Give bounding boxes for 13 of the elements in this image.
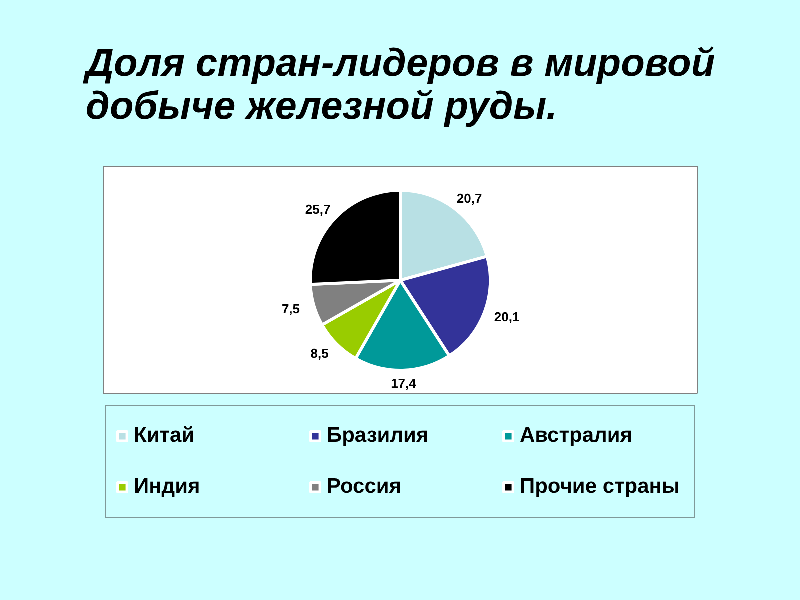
legend-label: Индия <box>134 474 202 500</box>
legend-label: Прочие страны <box>520 474 681 500</box>
data-label: 7,5 <box>282 302 300 317</box>
legend-label: Австралия <box>520 423 634 449</box>
data-label: 20,1 <box>494 310 520 325</box>
data-label: 8,5 <box>310 346 329 361</box>
legend-label: Россия <box>327 474 403 500</box>
data-label: 25,7 <box>305 202 331 217</box>
data-label: 17,4 <box>391 376 418 391</box>
chart-title: Доля стран-лидеров в мировой добыче железной руды. <box>82 42 716 128</box>
legend-label: Китай <box>134 423 196 449</box>
data-label: 20,7 <box>456 191 482 206</box>
legend-label: Бразилия <box>327 423 430 449</box>
